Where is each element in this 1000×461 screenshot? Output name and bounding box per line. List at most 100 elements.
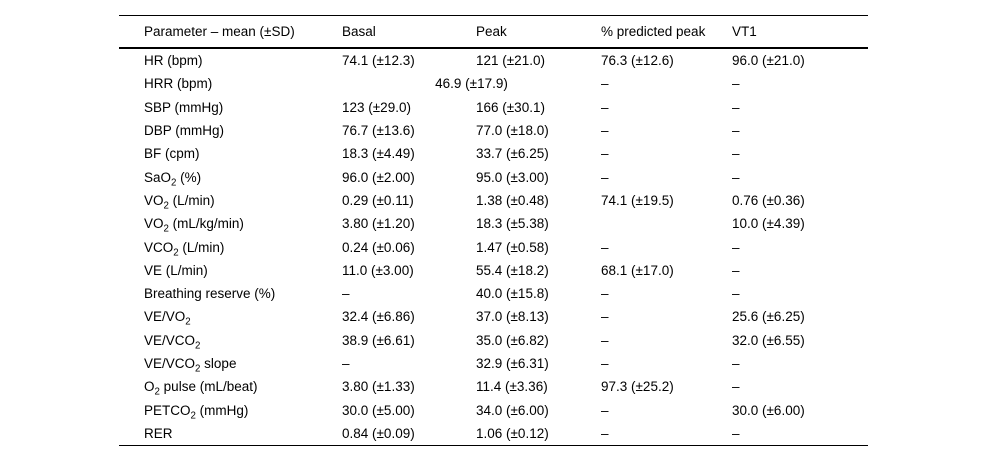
table-row: VO2 (L/min) 0.29 (±0.11) 1.38 (±0.48) 74.1 … [119,189,868,212]
peak-cell: 121 (±21.0) [476,53,545,69]
predicted-peak-cell: 76.3 (±12.6) [601,53,674,69]
vt1-cell: – [732,379,740,395]
peak-cell: 32.9 (±6.31) [476,356,549,371]
table-body: HR (bpm) 74.1 (±12.3) 121 (±21.0) 76.3 (±12… [119,48,868,446]
predicted-peak-cell: – [601,286,609,302]
table-row: BF (cpm) 18.3 (±4.49) 33.7 (±6.25) – – [119,142,868,165]
basal-cell: – [342,356,350,371]
table-row: VO2 (mL/kg/min) 3.80 (±1.20) 18.3 (±5.38) 1… [119,212,868,235]
vt1-cell: 25.6 (±6.25) [732,309,805,325]
predicted-peak-cell: 97.3 (±25.2) [601,379,674,395]
parameter-cell: VO2 (L/min) [144,192,215,212]
parameter-cell: Breathing reserve (%) [144,286,276,302]
predicted-peak-cell: – [601,402,609,418]
vt1-cell: 0.76 (±0.36) [732,192,805,208]
parameter-cell: RER [144,425,173,441]
table-row: DBP (mmHg) 76.7 (±13.6) 77.0 (±18.0) – – [119,119,868,142]
vt1-cell: – [732,76,740,92]
basal-cell: 96.0 (±2.00) [342,169,415,185]
basal-cell: 0.29 (±0.11) [342,192,414,208]
peak-cell: 33.7 (±6.25) [476,146,549,162]
table-row: VE (L/min) 11.0 (±3.00) 55.4 (±18.2) 68.1 (… [119,259,868,282]
peak-cell: 1.38 (±0.48) [476,192,549,208]
peak-cell: 55.4 (±18.2) [476,262,549,278]
basal-cell: 32.4 (±6.86) [342,309,415,325]
vt1-cell: – [732,146,740,162]
peak-cell: 40.0 (±15.8) [476,286,549,302]
parameter-cell: VE (L/min) [144,262,208,278]
peak-cell: 34.0 (±6.00) [476,402,549,418]
vt1-cell: – [732,169,740,185]
basal-cell: 0.24 (±0.06) [342,239,415,255]
parameter-cell: BF (cpm) [144,146,200,162]
table-row: VE/VCO2 38.9 (±6.61) 35.0 (±6.82) – 32.0 (±6… [119,329,868,352]
predicted-peak-cell: – [601,425,609,441]
column-header-parameter: Parameter – mean (±SD) [144,24,295,39]
predicted-peak-cell [601,212,732,235]
table-row: PETCO2 (mmHg) 30.0 (±5.00) 34.0 (±6.00) – 30… [119,398,868,421]
basal-cell: 30.0 (±5.00) [342,402,415,418]
parameter-cell: PETCO2 (mmHg) [144,402,249,422]
vt1-cell: 32.0 (±6.55) [732,332,805,348]
vt1-cell: – [732,425,740,441]
parameter-cell: VO2 (mL/kg/min) [144,216,244,235]
peak-cell: 95.0 (±3.00) [476,169,549,185]
predicted-peak-cell: – [601,146,609,162]
predicted-peak-cell: – [601,356,609,371]
basal-cell: 38.9 (±6.61) [342,332,415,348]
basal-cell: 0.84 (±0.09) [342,425,415,441]
table-row: Breathing reserve (%) – 40.0 (±15.8) – – [119,282,868,305]
predicted-peak-cell: – [601,123,609,139]
table-row: SaO2 (%) 96.0 (±2.00) 95.0 (±3.00) – – [119,165,868,188]
table-row: HR (bpm) 74.1 (±12.3) 121 (±21.0) 76.3 (±12… [119,48,868,72]
peak-cell: 35.0 (±6.82) [476,332,549,348]
parameter-cell: DBP (mmHg) [144,123,225,139]
predicted-peak-cell: – [601,99,609,115]
table-row: VE/VCO2 slope – 32.9 (±6.31) – – [119,352,868,375]
peak-cell: 1.47 (±0.58) [476,239,549,255]
basal-cell: 76.7 (±13.6) [342,123,415,139]
basal-cell: 11.0 (±3.00) [342,262,414,278]
basal-cell: 18.3 (±4.49) [342,146,415,162]
basal-peak-merged-cell: 46.9 (±17.9) [435,76,508,92]
basal-cell: 74.1 (±12.3) [342,53,415,69]
parameter-cell: SaO2 (%) [144,169,202,189]
table-row: SBP (mmHg) 123 (±29.0) 166 (±30.1) – – [119,96,868,119]
vt1-cell: – [732,286,740,302]
vt1-cell: 30.0 (±6.00) [732,402,805,418]
basal-cell: 123 (±29.0) [342,99,411,115]
predicted-peak-cell: 74.1 (±19.5) [601,192,674,208]
predicted-peak-cell: – [601,239,609,255]
basal-cell: 3.80 (±1.33) [342,379,415,395]
table-row: HRR (bpm) 46.9 (±17.9) – – [119,72,868,95]
parameter-cell: O2 pulse (mL/beat) [144,379,258,398]
vt1-cell: 96.0 (±21.0) [732,53,805,69]
table-row: VE/VO2 32.4 (±6.86) 37.0 (±8.13) – 25.6 (±6.… [119,305,868,328]
peak-cell: 37.0 (±8.13) [476,309,549,325]
parameter-cell: HR (bpm) [144,53,203,69]
parameter-cell: VE/VCO2 slope [144,356,237,375]
predicted-peak-cell: – [601,332,609,348]
vt1-cell: – [732,99,740,115]
peak-cell: 18.3 (±5.38) [476,216,549,232]
table-row: VCO2 (L/min) 0.24 (±0.06) 1.47 (±0.58) – – [119,235,868,258]
table-row: RER 0.84 (±0.09) 1.06 (±0.12) – – [119,422,868,446]
table-row: O2 pulse (mL/beat) 3.80 (±1.33) 11.4 (±3.3… [119,375,868,398]
vt1-cell: – [732,262,740,278]
vt1-cell: – [732,356,740,371]
predicted-peak-cell: 68.1 (±17.0) [601,262,674,278]
predicted-peak-cell: – [601,169,609,185]
column-header-basal: Basal [342,24,376,39]
vt1-cell: – [732,123,740,139]
column-header-peak: Peak [476,24,507,39]
column-header-vt1: VT1 [732,24,757,39]
peak-cell: 166 (±30.1) [476,99,545,115]
peak-cell: 77.0 (±18.0) [476,123,549,139]
column-header-percent-predicted-peak: % predicted peak [601,24,706,39]
parameter-cell: VCO2 (L/min) [144,239,225,259]
predicted-peak-cell: – [601,76,609,92]
parameter-cell: SBP (mmHg) [144,99,224,115]
basal-cell: – [342,286,350,302]
parameter-cell: VE/VO2 [144,309,191,329]
vt1-cell: – [732,239,740,255]
